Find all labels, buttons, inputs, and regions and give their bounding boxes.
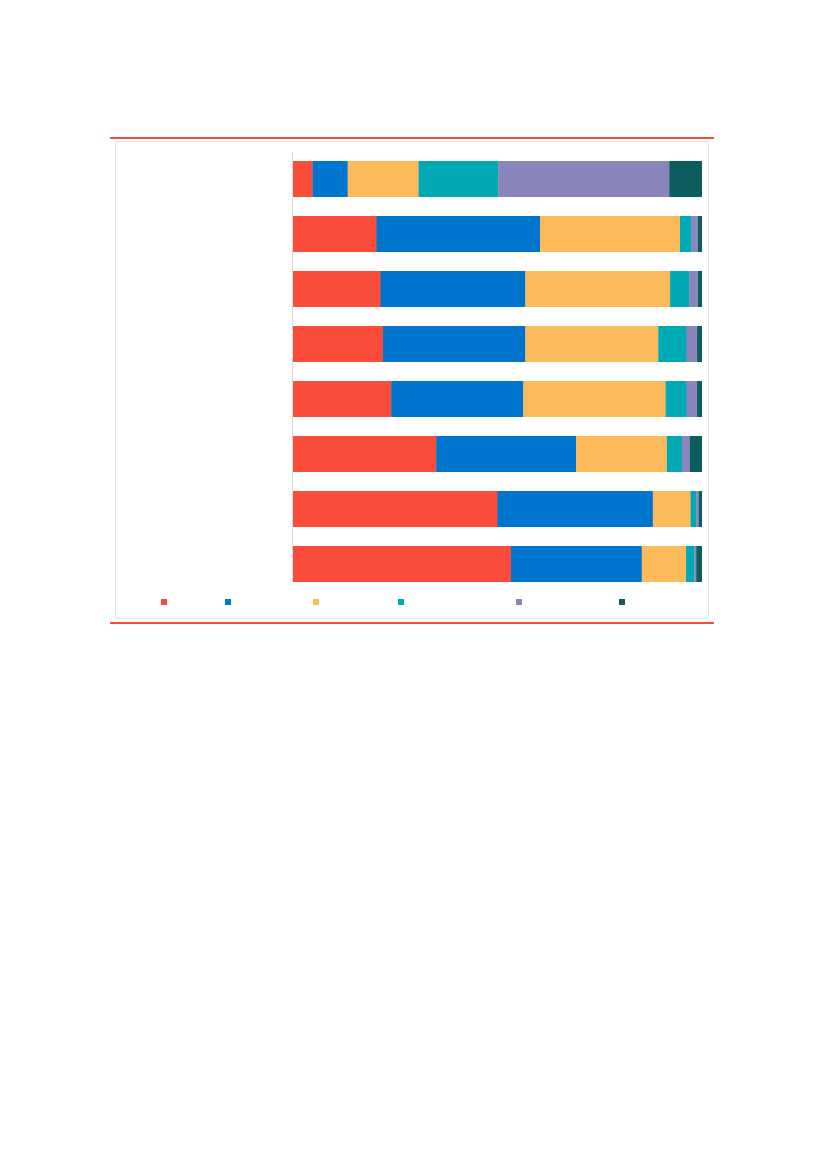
bar-segment-8-series-6 bbox=[696, 546, 702, 582]
bar-segment-2-series-1 bbox=[293, 216, 377, 252]
bar-segment-3-series-5 bbox=[689, 271, 698, 307]
bar-segment-2-series-3 bbox=[540, 216, 680, 252]
bar-segment-2-series-4 bbox=[679, 216, 692, 252]
legend-marker-series-5 bbox=[516, 599, 522, 605]
bar-segment-1-series-2 bbox=[312, 161, 348, 197]
legend-marker-series-3 bbox=[313, 599, 319, 605]
bottom-rule bbox=[110, 622, 714, 624]
bar-segment-6-series-6 bbox=[689, 436, 702, 472]
legend-marker-series-6 bbox=[619, 599, 625, 605]
bar-segment-7-series-4 bbox=[690, 491, 697, 527]
bar-segment-5-series-1 bbox=[293, 381, 392, 417]
bar-segment-6-series-5 bbox=[681, 436, 690, 472]
bar-segment-5-series-4 bbox=[665, 381, 687, 417]
bar-segment-4-series-6 bbox=[697, 326, 702, 362]
legend-marker-series-2 bbox=[225, 599, 231, 605]
bar-segment-3-series-4 bbox=[670, 271, 690, 307]
bar-segment-7-series-1 bbox=[293, 491, 498, 527]
bar-segment-4-series-4 bbox=[658, 326, 687, 362]
bar-segment-4-series-5 bbox=[686, 326, 698, 362]
bar-segment-7-series-6 bbox=[698, 491, 702, 527]
bar-segment-5-series-5 bbox=[686, 381, 698, 417]
bar-segment-3-series-6 bbox=[697, 271, 702, 307]
bar-segment-1-series-3 bbox=[347, 161, 419, 197]
chart-frame bbox=[115, 141, 709, 619]
bar-segment-4-series-1 bbox=[293, 326, 383, 362]
bar-segment-2-series-2 bbox=[376, 216, 541, 252]
legend-marker-series-1 bbox=[161, 599, 167, 605]
bar-segment-1-series-4 bbox=[418, 161, 499, 197]
bar-segment-7-series-3 bbox=[652, 491, 691, 527]
bar-segment-5-series-2 bbox=[391, 381, 524, 417]
bar-segment-7-series-2 bbox=[497, 491, 653, 527]
bar-segment-8-series-4 bbox=[686, 546, 695, 582]
bar-segment-3-series-1 bbox=[293, 271, 381, 307]
legend-marker-series-4 bbox=[398, 599, 404, 605]
bar-segment-1-series-6 bbox=[669, 161, 702, 197]
bar-segment-6-series-4 bbox=[666, 436, 682, 472]
bar-segment-5-series-3 bbox=[523, 381, 666, 417]
bar-segment-6-series-3 bbox=[576, 436, 667, 472]
bar-segment-2-series-6 bbox=[697, 216, 702, 252]
bar-segment-1-series-5 bbox=[498, 161, 670, 197]
bar-segment-4-series-3 bbox=[525, 326, 659, 362]
bar-segment-8-series-2 bbox=[511, 546, 642, 582]
bar-segment-4-series-2 bbox=[382, 326, 526, 362]
bar-segment-6-series-1 bbox=[293, 436, 437, 472]
bar-segment-3-series-2 bbox=[380, 271, 526, 307]
bar-segment-5-series-6 bbox=[697, 381, 702, 417]
bar-segment-8-series-5 bbox=[694, 546, 697, 582]
bar-segment-3-series-3 bbox=[525, 271, 671, 307]
bar-segment-8-series-1 bbox=[293, 546, 511, 582]
bar-segment-1-series-1 bbox=[293, 161, 313, 197]
bar-segment-8-series-3 bbox=[641, 546, 687, 582]
bar-segment-7-series-5 bbox=[696, 491, 699, 527]
stacked-bar-chart bbox=[161, 152, 702, 605]
top-rule bbox=[110, 137, 714, 139]
bar-segment-2-series-5 bbox=[691, 216, 698, 252]
bar-segment-6-series-2 bbox=[436, 436, 577, 472]
